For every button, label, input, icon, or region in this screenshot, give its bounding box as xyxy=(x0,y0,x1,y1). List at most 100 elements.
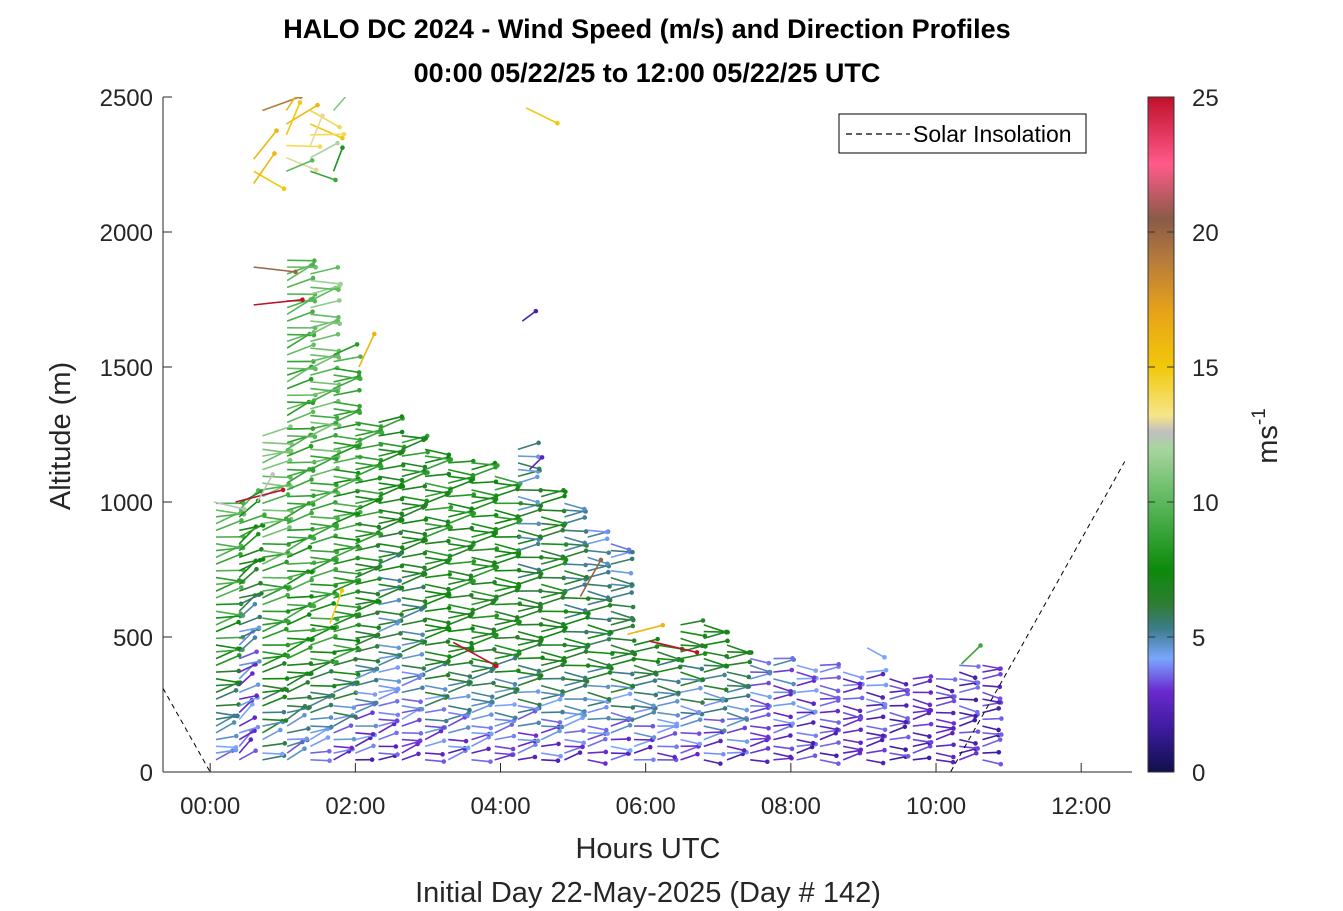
wind-barb xyxy=(333,435,361,441)
wind-barb xyxy=(540,516,566,525)
chart-title-line2: 00:00 05/22/25 to 12:00 05/22/25 UTC xyxy=(414,58,881,88)
wind-barb-head xyxy=(629,556,635,562)
wind-barb xyxy=(215,569,244,572)
wind-barb xyxy=(262,684,286,690)
wind-barb-head xyxy=(973,750,979,756)
wind-barb xyxy=(333,490,358,498)
wind-barb xyxy=(471,547,497,552)
wind-barb-head xyxy=(248,737,254,742)
wind-barb xyxy=(564,637,589,646)
wind-barb-head xyxy=(491,680,496,686)
wind-barb xyxy=(866,647,885,659)
wind-barb-head xyxy=(788,733,793,738)
wind-barb xyxy=(657,684,679,694)
wind-barb xyxy=(541,691,562,696)
wind-barb xyxy=(401,435,428,444)
wind-barb xyxy=(494,622,519,633)
wind-barb xyxy=(959,698,976,701)
wind-barb xyxy=(447,548,471,559)
wind-barb-head xyxy=(835,708,841,714)
wind-barb-head xyxy=(399,511,405,517)
wind-barb xyxy=(262,493,289,505)
wind-barb-head xyxy=(242,506,247,512)
wind-barb xyxy=(517,543,539,552)
wind-barb xyxy=(750,747,769,754)
wind-barb xyxy=(401,664,424,670)
wind-barb-head xyxy=(975,680,981,686)
wind-barb xyxy=(471,522,497,531)
wind-barb xyxy=(401,502,425,507)
wind-barb xyxy=(866,716,884,721)
wind-barb-head xyxy=(252,715,258,720)
wind-barb-head xyxy=(604,704,609,710)
wind-barb xyxy=(750,657,770,664)
wind-barb xyxy=(310,421,340,427)
wind-barb xyxy=(310,367,338,376)
wind-barb-head xyxy=(282,741,288,746)
wind-barb-head xyxy=(858,715,864,721)
wind-barb xyxy=(889,684,908,692)
wind-barb xyxy=(286,144,321,148)
wind-barb-head xyxy=(441,738,447,744)
wind-barb xyxy=(610,678,634,687)
wind-barb xyxy=(355,464,380,478)
wind-barb xyxy=(424,561,448,572)
wind-barb-head xyxy=(399,517,405,523)
wind-barb xyxy=(378,690,397,700)
wind-barb xyxy=(286,331,315,343)
wind-barb-head xyxy=(379,430,385,436)
wind-barb xyxy=(564,745,583,754)
wind-barb xyxy=(564,650,587,660)
wind-barb-head xyxy=(557,697,563,702)
wind-barb-head xyxy=(951,721,957,726)
wind-barb-head xyxy=(307,544,313,550)
wind-barb xyxy=(540,684,563,693)
wind-barb xyxy=(587,732,608,735)
wind-barb xyxy=(213,501,245,510)
wind-barb xyxy=(610,543,630,551)
wind-barb xyxy=(424,640,449,646)
wind-barb-head xyxy=(309,637,314,643)
wind-barb xyxy=(238,490,262,505)
wind-barb xyxy=(471,495,497,501)
wind-barb-head xyxy=(747,659,753,665)
wind-barb-head xyxy=(606,696,612,702)
wind-barb xyxy=(401,630,423,636)
colorbar-tick-label: 10 xyxy=(1192,490,1219,517)
wind-barb xyxy=(286,512,312,525)
wind-barb-head xyxy=(399,450,405,455)
wind-barb xyxy=(540,651,565,660)
wind-barb-head xyxy=(257,614,263,620)
wind-barb-head xyxy=(293,269,298,275)
wind-barb xyxy=(355,600,378,613)
wind-barb xyxy=(842,749,861,754)
wind-barb-head xyxy=(488,759,493,764)
wind-barb xyxy=(378,549,401,555)
wind-barb-head xyxy=(375,633,380,638)
wind-barb-head xyxy=(586,611,591,616)
wind-barb xyxy=(471,733,490,741)
wind-barb-head xyxy=(304,78,309,83)
wind-barb xyxy=(401,740,420,748)
wind-barb xyxy=(819,732,837,741)
wind-barb xyxy=(262,742,285,748)
wind-barb xyxy=(378,732,397,741)
legend-label: Solar Insolation xyxy=(913,121,1072,147)
wind-barb-head xyxy=(580,744,585,750)
wind-barb xyxy=(564,678,588,683)
wind-barb xyxy=(378,531,401,538)
wind-barb xyxy=(448,460,474,464)
wind-barb xyxy=(309,287,336,302)
wind-barb xyxy=(889,711,908,720)
wind-barb xyxy=(448,738,467,742)
wind-barb-head xyxy=(396,679,402,684)
wind-barb xyxy=(517,502,541,507)
wind-barb-head xyxy=(560,622,566,627)
wind-barb xyxy=(842,745,861,751)
wind-barb xyxy=(564,549,587,559)
wind-barb xyxy=(842,738,861,744)
wind-barb-head xyxy=(605,569,611,575)
wind-barb-head xyxy=(604,536,610,542)
wind-barb-head xyxy=(630,623,636,629)
wind-barb xyxy=(238,672,253,687)
